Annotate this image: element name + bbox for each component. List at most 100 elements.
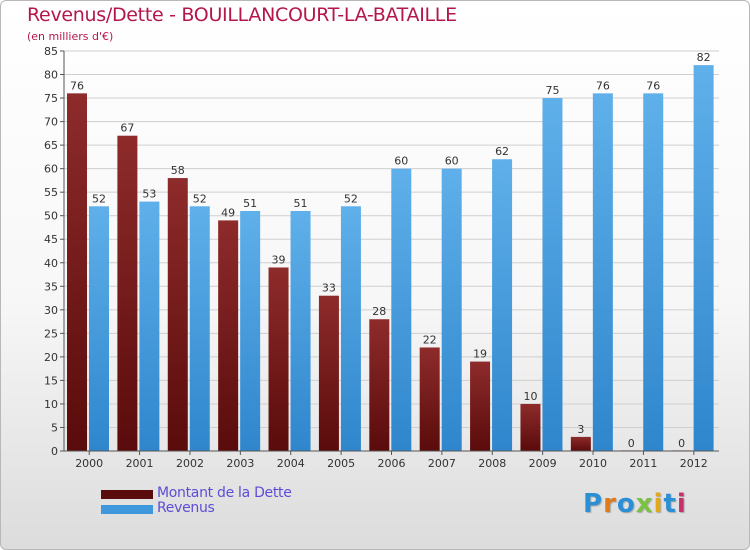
x-axis-ticks: 2000 2001 2002 2003 2004 2005 2006 2007 2008 2009… <box>75 451 708 470</box>
bar-dette-2010 <box>570 436 591 451</box>
logo-letter: x <box>635 489 654 519</box>
bar-dette-2004 <box>268 267 289 451</box>
y-tick-label: 75 <box>44 92 58 105</box>
bar-revenus-2003 <box>240 211 261 451</box>
data-label-revenus-2002: 52 <box>193 192 207 205</box>
data-label-revenus-2007: 60 <box>445 155 459 168</box>
y-tick-label: 80 <box>44 69 58 82</box>
data-labels: 76 52 67 53 58 52 49 51 39 51 33 52 28 60 22 60 19 62 10 75… <box>70 51 711 450</box>
bar-revenus-2000 <box>89 206 109 451</box>
chart-subtitle: (en milliers d'€) <box>27 30 114 43</box>
x-tick-label-2011: 2011 <box>629 457 657 470</box>
data-label-dette-2004: 39 <box>272 253 286 266</box>
bar-series-group <box>67 65 714 452</box>
x-tick-label-2003: 2003 <box>226 457 254 470</box>
logo-letter: r <box>603 489 617 519</box>
legend-swatch-dette <box>101 490 153 499</box>
data-label-revenus-2003: 51 <box>243 197 257 210</box>
bar-dette-2002 <box>167 178 188 451</box>
data-label-revenus-2012: 82 <box>697 51 711 64</box>
bar-dette-2006 <box>369 319 390 451</box>
legend-label-dette: Montant de la Dette <box>157 485 292 501</box>
y-tick-label: 55 <box>44 186 58 199</box>
data-label-dette-2010: 3 <box>577 423 584 436</box>
bar-dette-2007 <box>419 347 440 451</box>
bar-revenus-2012 <box>693 65 714 451</box>
data-label-dette-2006: 28 <box>372 305 386 318</box>
x-tick-label-2010: 2010 <box>579 457 607 470</box>
bar-revenus-2005 <box>340 206 361 451</box>
data-label-dette-2003: 49 <box>221 206 235 219</box>
data-label-revenus-2006: 60 <box>394 155 408 168</box>
y-tick-label: 85 <box>44 45 58 58</box>
bar-revenus-2008 <box>492 159 513 451</box>
y-tick-label: 30 <box>44 304 58 317</box>
y-axis-ticks: 0 5 10 15 20 25 30 35 40 45 50 55 60 65 70 75 80 85 <box>44 45 64 458</box>
y-tick-label: 5 <box>51 421 58 434</box>
y-tick-label: 10 <box>44 398 58 411</box>
y-tick-label: 65 <box>44 139 58 152</box>
x-tick-label-2012: 2012 <box>680 457 708 470</box>
legend-swatch-revenus <box>101 505 153 514</box>
data-label-dette-2001: 67 <box>120 122 134 135</box>
logo-letter: t <box>663 489 677 519</box>
y-tick-label: 0 <box>51 445 58 458</box>
bar-dette-2000 <box>67 93 87 452</box>
data-label-revenus-2001: 53 <box>142 188 156 201</box>
y-tick-label: 45 <box>44 233 58 246</box>
y-tick-label: 35 <box>44 280 58 293</box>
data-label-revenus-2010: 76 <box>596 79 610 92</box>
bar-revenus-2007 <box>441 168 462 451</box>
data-label-dette-2012: 0 <box>678 437 685 450</box>
x-tick-label-2000: 2000 <box>75 457 103 470</box>
x-tick-label-2009: 2009 <box>529 457 557 470</box>
y-tick-label: 70 <box>44 116 58 129</box>
data-label-dette-2002: 58 <box>171 164 185 177</box>
data-label-dette-2005: 33 <box>322 282 336 295</box>
bar-dette-2009 <box>520 403 541 451</box>
x-tick-label-2001: 2001 <box>126 457 154 470</box>
data-label-dette-2008: 19 <box>473 348 487 361</box>
data-label-revenus-2000: 52 <box>92 192 106 205</box>
x-tick-label-2004: 2004 <box>277 457 305 470</box>
chart-title: Revenus/Dette - BOUILLANCOURT-LA-BATAILL… <box>27 4 457 26</box>
y-tick-label: 25 <box>44 327 58 340</box>
bar-revenus-2009 <box>542 98 563 451</box>
x-tick-label-2008: 2008 <box>478 457 506 470</box>
logo-letter: o <box>616 489 636 519</box>
bar-revenus-2010 <box>592 93 613 452</box>
y-tick-label: 60 <box>44 163 58 176</box>
bar-dette-2003 <box>218 220 239 451</box>
x-tick-label-2005: 2005 <box>327 457 355 470</box>
logo-letter: i <box>676 489 687 519</box>
y-tick-label: 15 <box>44 374 58 387</box>
data-label-dette-2000: 76 <box>70 79 84 92</box>
data-label-revenus-2005: 52 <box>344 192 358 205</box>
data-label-revenus-2011: 76 <box>646 79 660 92</box>
logo-letter: P <box>583 489 604 519</box>
proxiti-logo: Proxiti <box>583 489 687 519</box>
bar-revenus-2001 <box>139 201 160 451</box>
y-tick-label: 20 <box>44 351 58 364</box>
data-label-revenus-2004: 51 <box>294 197 308 210</box>
logo-letter: i <box>653 489 664 519</box>
legend-label-revenus: Revenus <box>157 500 215 516</box>
bar-revenus-2004 <box>290 211 311 451</box>
bar-revenus-2002 <box>189 206 210 451</box>
x-tick-label-2006: 2006 <box>378 457 406 470</box>
y-tick-label: 40 <box>44 257 58 270</box>
data-label-revenus-2008: 62 <box>495 145 509 158</box>
bar-dette-2005 <box>318 295 339 451</box>
data-label-dette-2009: 10 <box>523 390 537 403</box>
bar-revenus-2011 <box>643 93 664 452</box>
bar-dette-2001 <box>117 135 138 452</box>
data-label-revenus-2009: 75 <box>545 84 559 97</box>
x-tick-label-2002: 2002 <box>176 457 204 470</box>
data-label-dette-2007: 22 <box>423 333 437 346</box>
x-tick-label-2007: 2007 <box>428 457 456 470</box>
bar-dette-2008 <box>470 361 491 451</box>
data-label-dette-2011: 0 <box>628 437 635 450</box>
bar-revenus-2006 <box>391 168 412 451</box>
